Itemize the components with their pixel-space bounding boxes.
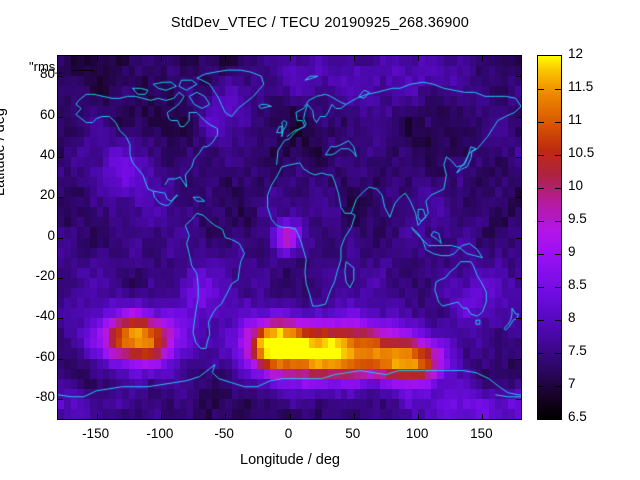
colorbar-tick-right [555,254,561,255]
y-tick-label: -60 [35,348,55,364]
y-tick-mark [58,76,63,78]
colorbar-tick-label: 10 [568,178,584,193]
x-tick-mark [418,414,420,419]
colorbar-tick-left [538,221,544,222]
x-tick-mark [482,414,484,419]
colorbar-tick-left [538,287,544,288]
colorbar-tick-left [538,122,544,123]
y-tick-mark-right [516,76,521,78]
colorbar-tick-label: 9 [568,244,576,259]
colorbar-tick-label: 12 [568,46,584,61]
colorbar-tick-label: 7.5 [568,343,587,358]
colorbar-tick-label: 11 [568,112,583,127]
x-tick-mark [96,414,98,419]
y-tick-mark [58,358,63,360]
x-tick-mark-top [289,56,291,61]
colorbar-tick-label: 11.5 [568,79,594,94]
y-tick-mark-right [516,237,521,239]
y-tick-mark-right [516,277,521,279]
colorbar-tick-right [555,353,561,354]
x-tick-label: 150 [470,426,493,441]
x-tick-mark-top [160,56,162,61]
y-tick-label: -80 [35,388,55,404]
y-tick-mark-right [516,318,521,320]
colorbar-tick-label: 6.5 [568,409,587,424]
colorbar-tick-left [538,353,544,354]
y-tick-label: 80 [39,66,55,82]
colorbar-tick-right [555,89,561,90]
x-tick-mark-top [482,56,484,61]
colorbar-tick-left [538,386,544,387]
colorbar-tick-left [538,320,544,321]
x-tick-mark [289,414,291,419]
y-tick-mark [58,398,63,400]
colorbar-gradient [538,56,561,419]
y-tick-label: -20 [35,267,55,283]
colorbar-tick-left [538,188,544,189]
y-tick-mark-right [516,116,521,118]
colorbar-tick-right [555,155,561,156]
y-tick-label: 60 [39,106,55,122]
colorbar-tick-right [555,122,561,123]
x-tick-label: -100 [146,426,174,441]
y-tick-mark-right [516,358,521,360]
y-tick-mark [58,156,63,158]
y-tick-mark [58,237,63,239]
x-tick-mark [353,414,355,419]
colorbar-tick-label: 7 [568,376,576,391]
x-tick-mark-top [353,56,355,61]
colorbar-tick-left [538,89,544,90]
heatmap-plot-area [57,55,522,420]
x-tick-label: -50 [214,426,234,441]
y-tick-mark [58,116,63,118]
colorbar-tick-right [555,221,561,222]
x-tick-mark-top [96,56,98,61]
x-tick-label: -150 [82,426,110,441]
y-tick-label: 40 [39,146,55,162]
legend-key-artifact-label: "rms_ [29,59,63,74]
colorbar [537,55,562,420]
colorbar-tick-left [538,155,544,156]
colorbar-tick-left [538,254,544,255]
colorbar-tick-label: 8 [568,310,576,325]
y-tick-mark [58,277,63,279]
figure-title: StdDev_VTEC / TECU 20190925_268.36900 [170,15,470,31]
x-tick-label: 0 [284,426,293,441]
colorbar-tick-right [555,386,561,387]
x-tick-mark-top [225,56,227,61]
colorbar-tick-right [555,188,561,189]
colorbar-tick-label: 10.5 [568,145,595,160]
y-tick-mark [58,197,63,199]
y-tick-label: 0 [47,227,55,243]
x-tick-label: 50 [345,426,361,441]
x-tick-mark [225,414,227,419]
legend-key-artifact-line [72,70,94,71]
x-tick-label: 100 [405,426,429,441]
x-tick-mark-top [418,56,420,61]
colorbar-tick-label: 8.5 [568,277,587,292]
y-tick-label: -40 [35,308,55,324]
x-tick-mark [160,414,162,419]
coastline-overlay [58,56,521,419]
y-tick-mark [58,318,63,320]
x-axis-label: Longitude / deg [240,452,340,468]
colorbar-tick-right [555,320,561,321]
y-tick-mark-right [516,156,521,158]
y-tick-mark-right [516,398,521,400]
colorbar-tick-right [555,287,561,288]
y-tick-label: 20 [39,187,55,203]
colorbar-tick-label: 9.5 [568,211,587,226]
y-tick-mark-right [516,197,521,199]
